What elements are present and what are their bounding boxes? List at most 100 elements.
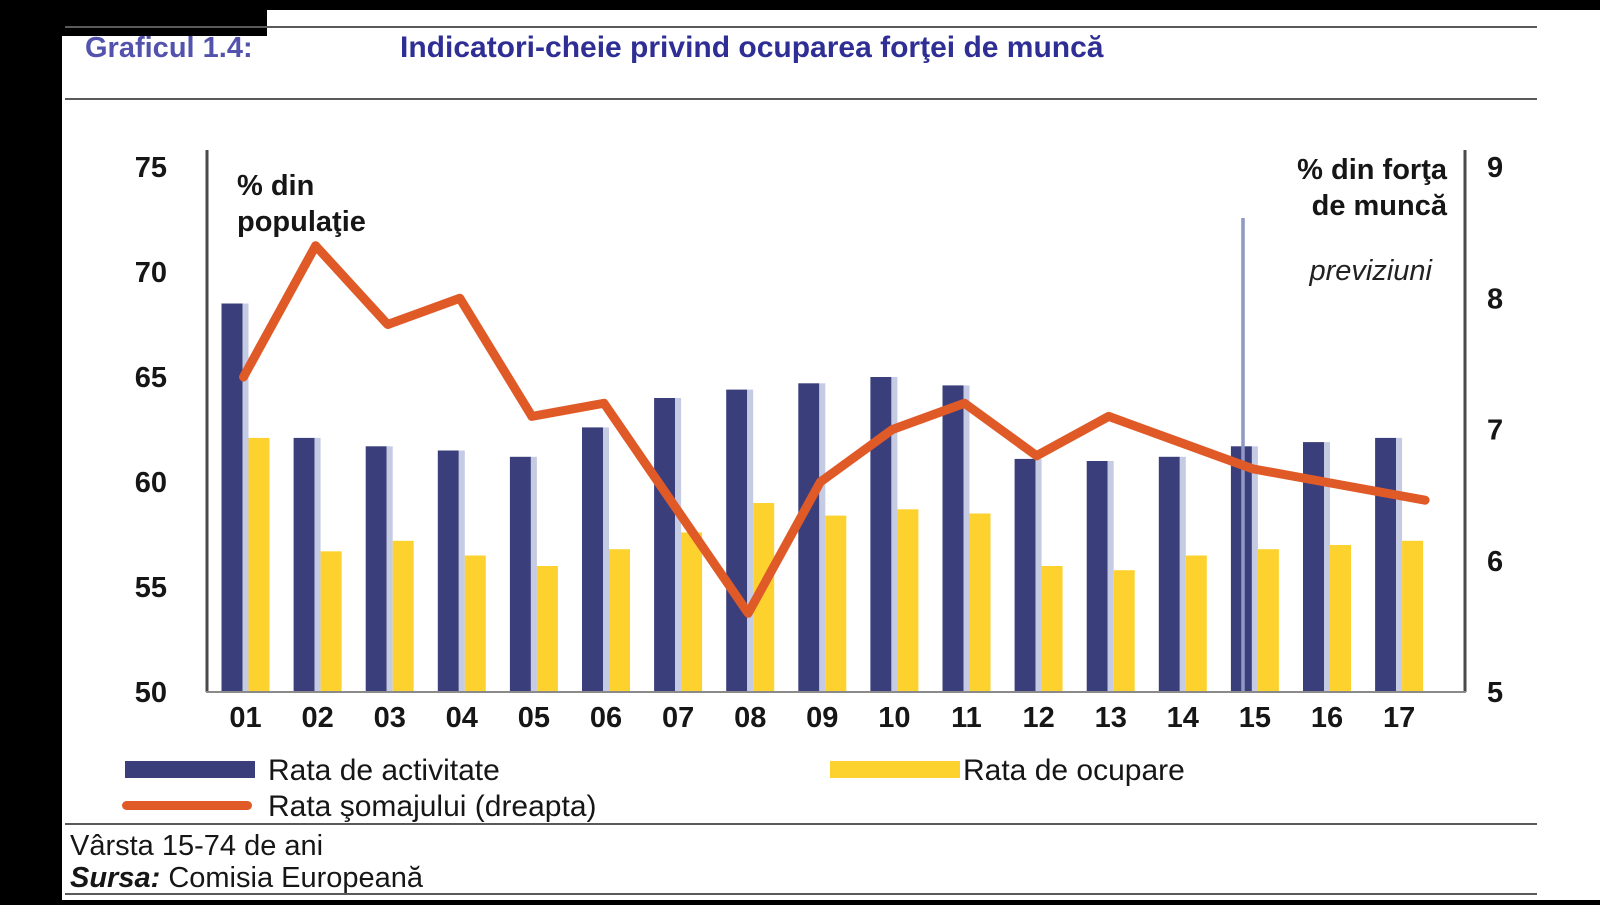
source-label: Sursa: [70,862,161,894]
employment-bar [1402,540,1424,692]
figure-title: Indicatori-cheie privind ocuparea forţei… [400,31,1104,64]
employment-bar [320,551,342,692]
employment-bar [464,555,486,692]
x-axis-tick: 07 [662,702,694,734]
x-axis-tick: 10 [878,702,910,734]
x-axis-tick: 08 [734,702,766,734]
left-axis-tick: 70 [135,257,167,289]
footer-bottom-rule [65,893,1537,895]
footer-top-rule [65,823,1537,825]
document-page: Graficul 1.4: Indicatori-cheie privind o… [62,10,1600,900]
unemployment-line [239,241,1430,618]
x-axis-tick: 16 [1311,702,1343,734]
legend-item-unemployment: Rata şomajului (dreapta) [122,790,942,824]
x-axis-tick: 17 [1383,702,1415,734]
employment-bar [1113,570,1135,692]
activity-bar [870,377,892,692]
employment-bar [753,503,775,692]
right-axis-tick: 7 [1487,415,1503,447]
source-line: Sursa: Comisia Europeană [70,862,423,895]
activity-bar-highlight [603,427,609,692]
activity-bar-highlight [747,389,754,692]
x-axis-tick: 15 [1239,702,1271,734]
activity-bar-highlight [891,377,898,692]
employment-bar [536,566,558,692]
activity-bar-highlight [1251,446,1258,692]
employment-legend-swatch [830,761,960,778]
activity-bar-highlight [1396,437,1403,692]
left-axis-tick: 75 [135,152,167,184]
employment-bar [1041,566,1063,692]
left-axis-tick: 65 [135,362,167,394]
activity-bar-highlight [1179,456,1186,692]
header-top-rule [65,26,1537,28]
activity-bar-highlight [458,450,465,692]
activity-bar-highlight [1324,442,1330,692]
employment-bar [392,540,414,692]
activity-bar [582,427,603,692]
x-axis-tick: 04 [446,702,478,734]
right-axis-tick: 5 [1487,677,1503,709]
activity-bar [1158,456,1180,692]
left-axis-tick: 55 [135,572,167,604]
x-axis-tick: 03 [374,702,406,734]
left-axis-tick: 60 [135,467,167,499]
employment-bar [825,515,847,692]
activity-bar [654,398,676,692]
activity-bar [942,385,964,692]
employment-bar [1330,545,1351,692]
x-axis-tick: 01 [229,702,261,734]
activity-legend-swatch [125,761,255,778]
age-note: Vârsta 15-74 de ani [70,830,324,862]
x-axis-tick: 09 [806,702,838,734]
right-axis-tick: 8 [1487,283,1503,315]
left-axis-unit-label: % din populaţie [237,170,366,238]
legend-item-employment: Rata de ocupare [830,754,1450,788]
activity-bar-highlight [963,385,970,692]
x-axis-tick: 14 [1167,702,1199,734]
activity-bar [437,450,459,692]
employment-bar [1185,555,1207,692]
employment-legend-label: Rata de ocupare [963,754,1185,787]
activity-bar [1375,437,1397,692]
employment-bar [1257,549,1279,692]
forecast-annotation: previziuni [1309,255,1433,287]
x-axis-tick: 11 [951,702,982,734]
left-axis-tick: 50 [135,677,167,709]
right-axis-tick: 9 [1487,152,1503,184]
activity-bar [1303,442,1324,692]
source-value: Comisia Europeană [168,862,424,894]
activity-bar-highlight [530,456,537,692]
activity-bar-highlight [819,383,826,692]
right-axis-unit-label: % din forţa de muncă [1297,154,1447,222]
activity-bar-highlight [1035,458,1042,692]
activity-bar-highlight [242,303,249,692]
activity-bar [365,446,387,692]
activity-bar [726,389,748,692]
header-bottom-rule [65,98,1537,100]
chart-canvas: 75 70 65 60 55 50 9 8 7 6 5 01 02 03 04 05 06 07 08 09 10 11 1… [62,10,1600,900]
activity-bar [293,437,315,692]
employment-bar [681,532,703,692]
x-axis-tick: 06 [590,702,622,734]
legend-item-activity: Rata de activitate [125,754,745,788]
right-axis-tick: 6 [1487,546,1503,578]
activity-bar-highlight [314,437,321,692]
activity-bar [509,456,531,692]
x-axis-tick: 05 [518,702,550,734]
activity-bar [221,303,243,692]
activity-bar [798,383,820,692]
x-axis-tick: 12 [1022,702,1054,734]
scan-corner-artifact [62,10,267,36]
unemployment-legend-swatch [122,801,252,810]
employment-bar [969,513,991,692]
employment-bar [609,549,630,692]
activity-bar-highlight [386,446,393,692]
employment-bar [897,509,919,692]
activity-bar-highlight [675,398,682,692]
activity-bar [1086,461,1108,692]
unemployment-legend-label: Rata şomajului (dreapta) [268,790,597,823]
activity-bar-highlight [1107,461,1114,692]
